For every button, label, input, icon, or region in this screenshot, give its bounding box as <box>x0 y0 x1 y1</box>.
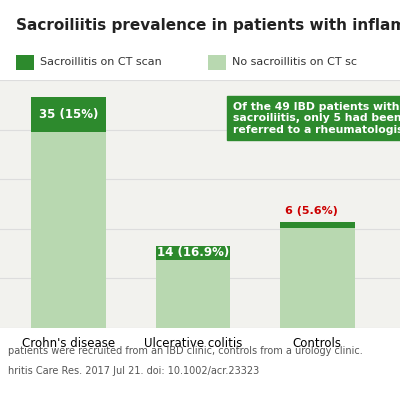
Bar <box>156 246 230 260</box>
Text: 6 (5.6%): 6 (5.6%) <box>285 206 338 216</box>
Text: Of the 49 IBD patients with
sacroiliitis, only 5 had been
referred to a rheumato: Of the 49 IBD patients with sacroiliitis… <box>233 102 400 135</box>
Bar <box>156 246 230 328</box>
Bar <box>280 222 355 328</box>
Bar <box>280 222 355 228</box>
Text: 14 (16.9%): 14 (16.9%) <box>157 246 229 259</box>
Text: 35 (15%): 35 (15%) <box>39 108 98 121</box>
Bar <box>31 97 106 328</box>
Text: No sacroillitis on CT sc: No sacroillitis on CT sc <box>232 57 357 67</box>
Bar <box>31 97 106 132</box>
Text: Sacroillitis on CT scan: Sacroillitis on CT scan <box>40 57 162 67</box>
Text: hritis Care Res. 2017 Jul 21. doi: 10.1002/acr.23323: hritis Care Res. 2017 Jul 21. doi: 10.10… <box>8 366 259 376</box>
Text: Sacroiliitis prevalence in patients with inflammatory bowel d: Sacroiliitis prevalence in patients with… <box>16 18 400 33</box>
Text: patients were recruited from an IBD clinic, controls from a urology clinic.: patients were recruited from an IBD clin… <box>8 346 363 356</box>
